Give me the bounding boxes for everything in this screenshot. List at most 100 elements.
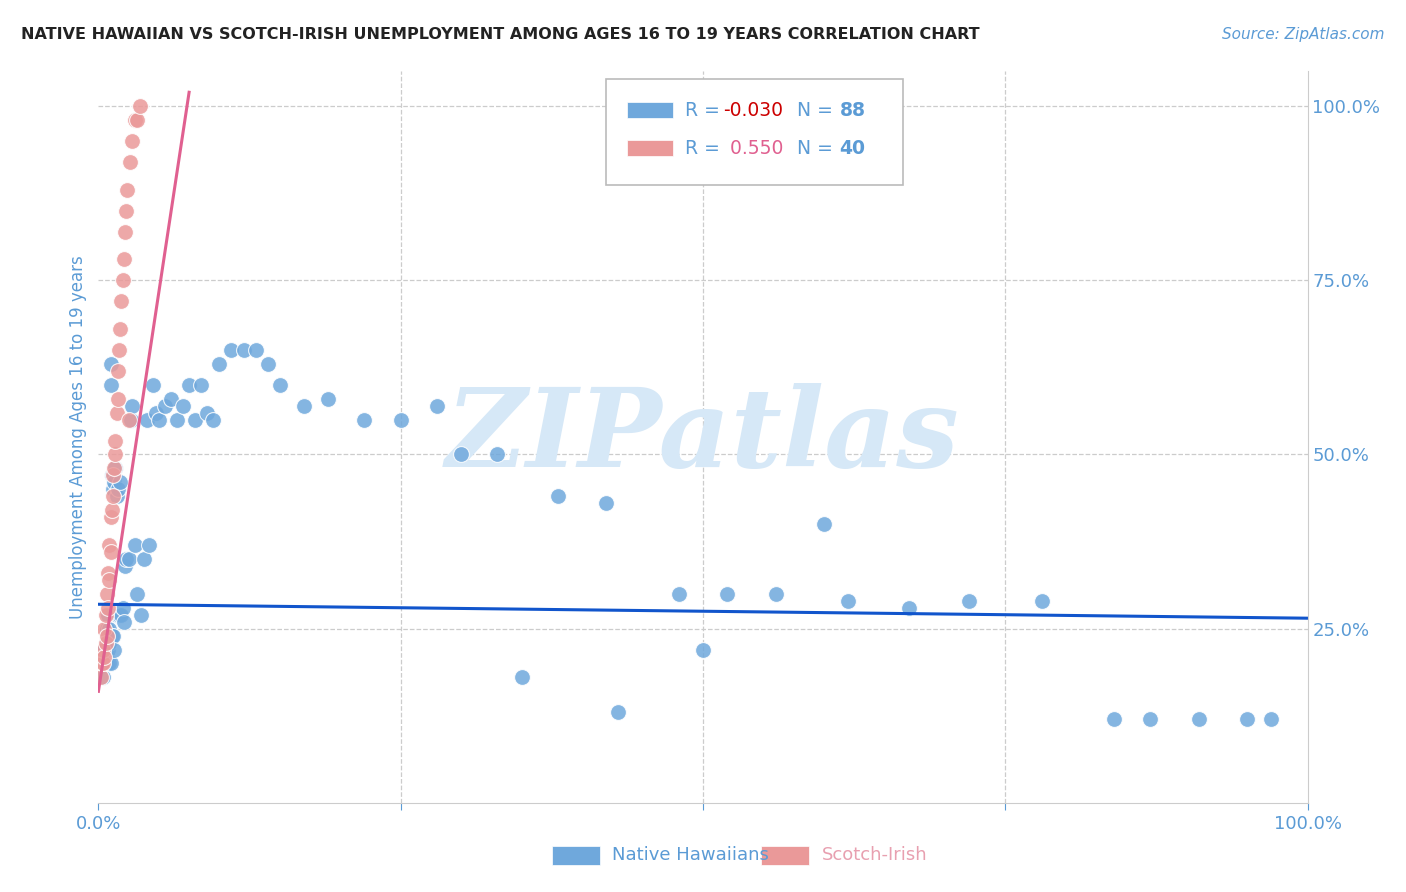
Point: [1260, 712, 1282, 726]
Point: [353, 412, 375, 426]
Point: [97, 566, 120, 580]
Point: [813, 517, 835, 532]
FancyBboxPatch shape: [627, 140, 672, 156]
Point: [957, 594, 980, 608]
Point: [104, 448, 127, 462]
Point: [103, 642, 125, 657]
Point: [105, 406, 128, 420]
Point: [96, 657, 118, 671]
Point: [134, 552, 156, 566]
Point: [127, 587, 149, 601]
Point: [595, 496, 617, 510]
Point: [98, 635, 121, 649]
Text: 88: 88: [839, 101, 866, 120]
Point: [96, 622, 118, 636]
Point: [120, 412, 142, 426]
Point: [98, 622, 121, 636]
Text: Source: ZipAtlas.com: Source: ZipAtlas.com: [1222, 27, 1385, 42]
Point: [94, 657, 117, 671]
Point: [208, 357, 231, 371]
FancyBboxPatch shape: [606, 78, 903, 185]
Point: [100, 657, 122, 671]
Point: [184, 412, 207, 426]
Point: [108, 475, 131, 490]
Text: N =: N =: [785, 101, 839, 120]
Point: [486, 448, 509, 462]
Point: [93, 657, 115, 671]
Point: [668, 587, 690, 601]
Point: [1188, 712, 1211, 726]
Point: [96, 587, 118, 601]
FancyBboxPatch shape: [627, 102, 672, 118]
Point: [692, 642, 714, 657]
Point: [114, 225, 136, 239]
Point: [716, 587, 738, 601]
Point: [111, 273, 134, 287]
Point: [93, 642, 115, 657]
Point: [269, 377, 291, 392]
Point: [101, 629, 124, 643]
Point: [160, 392, 183, 406]
Point: [115, 203, 138, 218]
FancyBboxPatch shape: [551, 847, 600, 864]
Point: [100, 545, 122, 559]
Point: [128, 99, 150, 113]
Point: [100, 629, 122, 643]
Point: [93, 649, 115, 664]
Point: [121, 399, 143, 413]
Point: [118, 412, 141, 426]
Point: [94, 635, 117, 649]
Point: [202, 412, 225, 426]
Point: [91, 657, 114, 671]
Point: [96, 629, 118, 643]
Point: [547, 489, 569, 503]
Point: [112, 252, 135, 267]
Y-axis label: Unemployment Among Ages 16 to 19 years: Unemployment Among Ages 16 to 19 years: [69, 255, 87, 619]
Point: [1031, 594, 1053, 608]
Point: [232, 343, 254, 357]
Point: [100, 357, 122, 371]
Point: [112, 615, 135, 629]
Point: [94, 607, 117, 622]
Point: [837, 594, 859, 608]
Point: [135, 412, 157, 426]
Point: [100, 503, 122, 517]
Point: [101, 468, 124, 483]
Point: [142, 377, 165, 392]
Point: [108, 607, 131, 622]
Text: R =: R =: [685, 101, 725, 120]
Point: [145, 406, 167, 420]
Point: [1102, 712, 1125, 726]
Point: [108, 322, 131, 336]
Point: [115, 552, 138, 566]
Point: [103, 475, 125, 490]
Point: [93, 622, 115, 636]
Point: [104, 461, 127, 475]
Point: [107, 483, 129, 497]
Point: [101, 489, 124, 503]
Text: ZIPatlas: ZIPatlas: [446, 384, 960, 491]
Point: [1139, 712, 1161, 726]
Text: R =: R =: [685, 138, 725, 158]
Point: [221, 343, 243, 357]
Text: 0.550: 0.550: [724, 138, 783, 158]
Point: [166, 412, 188, 426]
Point: [316, 392, 339, 406]
Point: [98, 538, 121, 552]
Point: [105, 489, 128, 503]
Point: [110, 294, 132, 309]
Point: [765, 587, 787, 601]
Point: [107, 392, 129, 406]
Point: [426, 399, 449, 413]
Point: [1236, 712, 1258, 726]
Point: [103, 461, 125, 475]
Point: [98, 657, 121, 671]
Point: [91, 670, 114, 684]
Point: [124, 538, 146, 552]
Point: [97, 600, 120, 615]
Point: [104, 434, 127, 448]
Point: [118, 552, 141, 566]
Point: [108, 343, 131, 357]
Point: [389, 412, 412, 426]
Point: [256, 357, 278, 371]
